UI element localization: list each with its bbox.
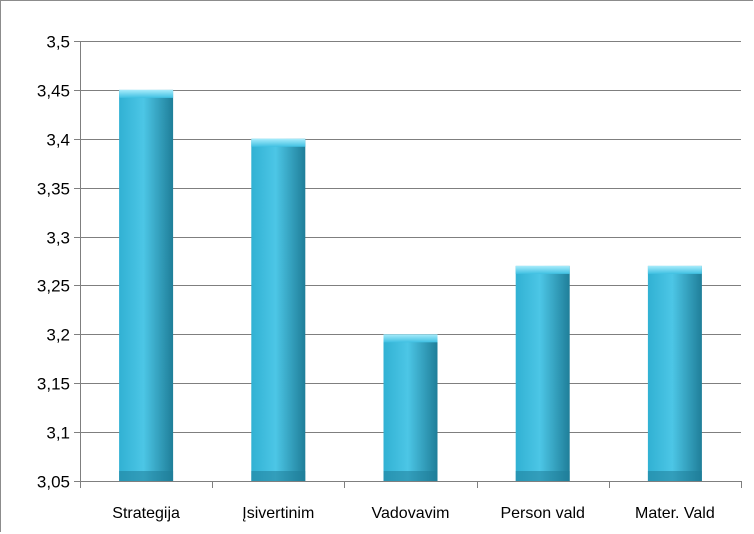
bar-base-shade (251, 471, 306, 481)
y-tick-label: 3,5 (46, 33, 70, 52)
y-axis-tick-labels: 3,05 3,1 3,15 3,2 3,25 3,3 3,35 3,4 3,45 3,5 (37, 33, 70, 492)
bar-body (119, 89, 174, 481)
y-tick-label: 3,35 (37, 180, 70, 199)
bar-cap (119, 89, 174, 98)
y-tick-label: 3,2 (46, 326, 70, 345)
bar (647, 265, 702, 481)
bar-base-shade (647, 471, 702, 481)
x-category-label: Mater. Vald (635, 505, 715, 522)
bar-base-shade (515, 471, 570, 481)
x-category-label: Person vald (500, 505, 585, 522)
y-tick-label: 3,4 (46, 131, 70, 150)
bar-body (251, 138, 306, 481)
y-tick-label: 3,3 (46, 229, 70, 248)
bars (119, 89, 702, 481)
bar-body (383, 334, 438, 481)
bar (383, 334, 438, 481)
y-tick-label: 3,45 (37, 82, 70, 101)
bar-body (515, 265, 570, 481)
y-tick-label: 3,1 (46, 424, 70, 443)
y-tick-label: 3,25 (37, 277, 70, 296)
bar-body (647, 265, 702, 481)
bar-cap (383, 334, 438, 343)
x-category-label: Strategija (112, 505, 180, 522)
bar (515, 265, 570, 481)
y-tick-label: 3,05 (37, 473, 70, 492)
bar-base-shade (119, 471, 174, 481)
bar-cap (515, 265, 570, 274)
x-category-label: Vadovavim (372, 505, 450, 522)
bar-base-shade (383, 471, 438, 481)
bar-cap (647, 265, 702, 274)
x-axis-category-labels: Strategija Įsivertinim Vadovavim Person val… (112, 505, 714, 522)
x-category-label: Įsivertinim (242, 505, 314, 522)
bar-cap (251, 138, 306, 147)
axes (80, 41, 742, 488)
y-tick-label: 3,15 (37, 375, 70, 394)
bar (119, 89, 174, 481)
bar (251, 138, 306, 481)
